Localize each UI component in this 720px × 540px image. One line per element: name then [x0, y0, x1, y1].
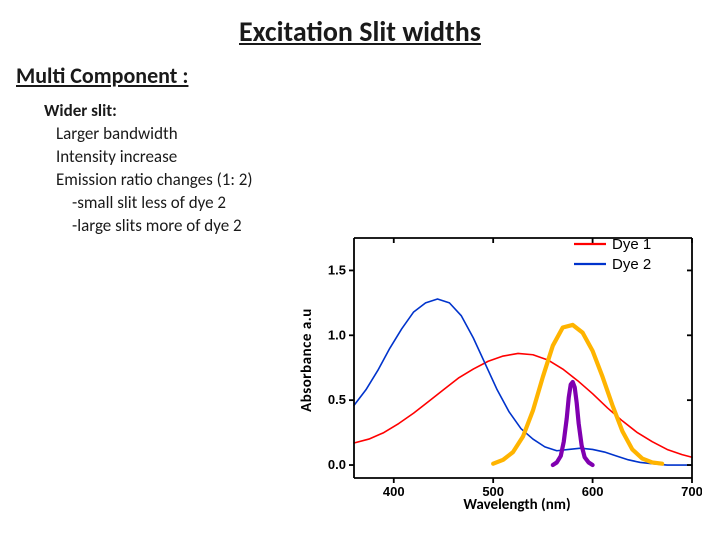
absorbance-chart: 4005006007000.00.51.01.5 Dye 1Dye 2 Abso…: [292, 220, 702, 520]
list-item: Intensity increase: [44, 146, 253, 169]
legend-label: Dye 2: [612, 256, 651, 273]
section-subtitle: Multi Component :: [16, 62, 188, 89]
legend-label: Dye 1: [612, 236, 651, 253]
chart-ylabel: Absorbance a.u: [298, 260, 316, 460]
chart-series-slit_narrow: [553, 382, 593, 465]
list-item: -small slit less of dye 2: [44, 192, 253, 215]
list-header: Wider slit:: [44, 100, 253, 123]
list-item: Emission ratio changes (1: 2): [44, 169, 253, 192]
bullet-list: Wider slit: Larger bandwidth Intensity i…: [44, 100, 253, 238]
y-tick-label: 1.0: [328, 327, 346, 342]
chart-series-dye1: [354, 353, 692, 457]
chart-xlabel: Wavelength (nm): [347, 496, 687, 514]
chart-svg: 4005006007000.00.51.01.5 Dye 1Dye 2: [292, 220, 702, 520]
y-tick-label: 0.5: [328, 392, 346, 407]
page-title: Excitation Slit widths: [0, 14, 720, 49]
y-tick-label: 0.0: [328, 457, 346, 472]
list-item: Larger bandwidth: [44, 123, 253, 146]
list-item: -large slits more of dye 2: [44, 215, 253, 238]
y-tick-label: 1.5: [328, 262, 346, 277]
